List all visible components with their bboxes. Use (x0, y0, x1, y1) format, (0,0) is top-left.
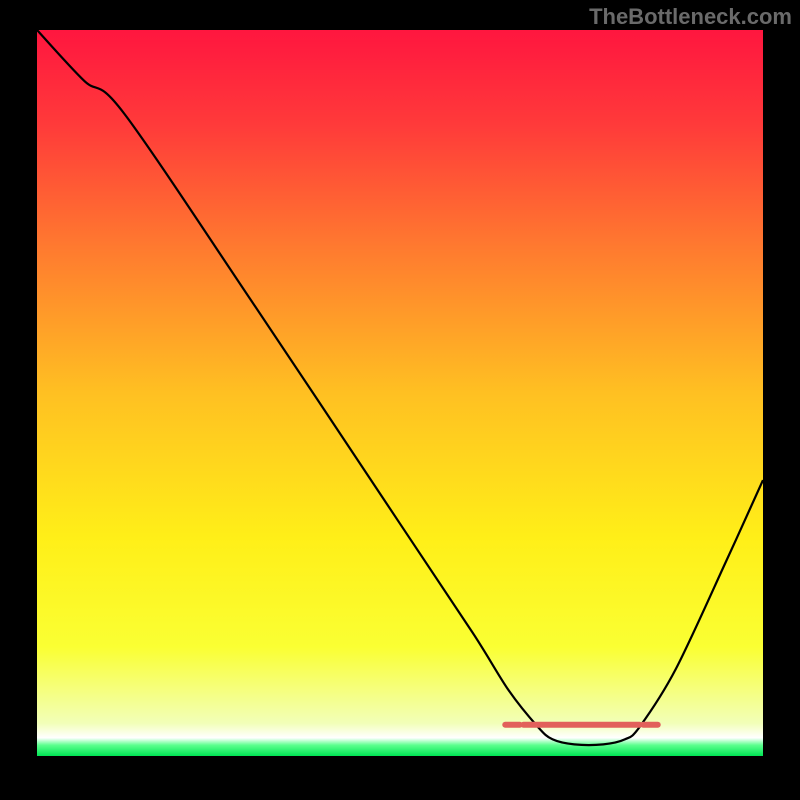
chart-container: TheBottleneck.com (0, 0, 800, 800)
plot-gradient-area (37, 30, 763, 756)
bottleneck-chart (0, 0, 800, 800)
watermark-text: TheBottleneck.com (589, 4, 792, 30)
